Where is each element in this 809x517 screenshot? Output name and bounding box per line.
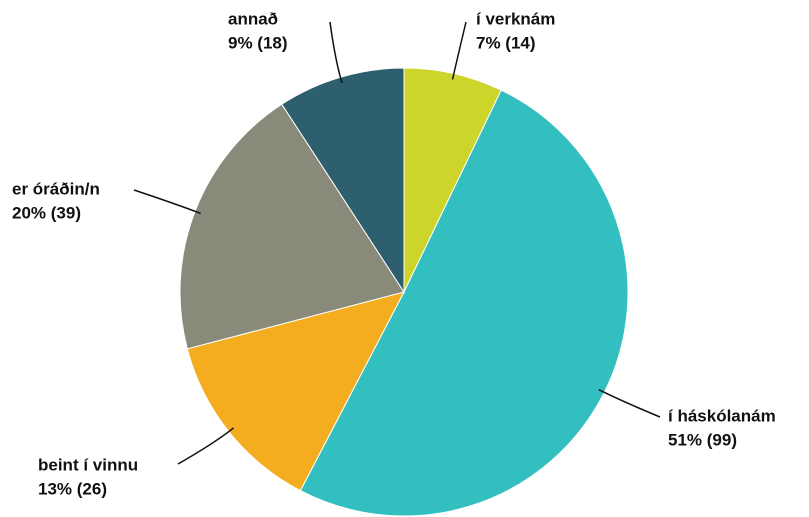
slice-label: beint í vinnu — [38, 455, 138, 474]
slice-value-label: 51% (99) — [668, 430, 737, 449]
slice-label: í háskólanám — [668, 406, 776, 425]
slice-value-label: 7% (14) — [476, 33, 536, 52]
slice-value-label: 13% (26) — [38, 479, 107, 498]
slice-label: er óráðin/n — [12, 179, 100, 198]
slice-label: annað — [228, 9, 278, 28]
leader-line — [133, 189, 201, 215]
slice-value-label: 20% (39) — [12, 203, 81, 222]
leader-line — [177, 427, 235, 465]
slice-value-label: 9% (18) — [228, 33, 288, 52]
leader-line — [451, 21, 467, 80]
slice-label: í verknám — [476, 9, 555, 28]
leader-line — [329, 21, 343, 84]
leader-line — [598, 389, 661, 418]
